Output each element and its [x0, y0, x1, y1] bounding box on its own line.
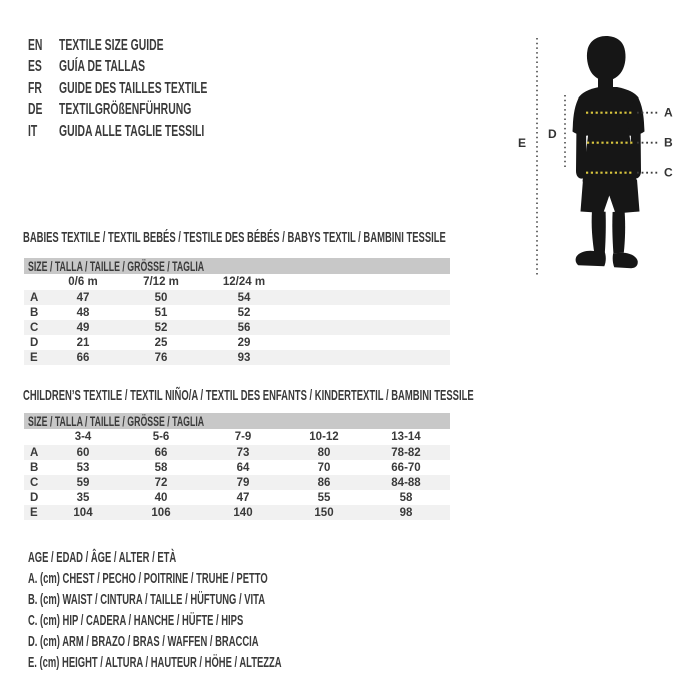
lang-code-fr: FR: [28, 79, 42, 97]
babies-row-c: C 49 52 56: [24, 320, 450, 335]
silhouette-left-leg: [591, 210, 606, 254]
children-col-7-9: 7-9: [234, 431, 252, 443]
lang-row-en: EN TEXTILE SIZE GUIDE: [28, 35, 287, 57]
children-row-e: E 104 106 140 150 98: [24, 505, 450, 520]
figure-label-b: B: [664, 136, 673, 150]
measurement-legend: AGE / EDAD / ÂGE / ALTER / ETÀ A. (cm) C…: [28, 547, 418, 673]
silhouette-left-arm: [576, 123, 587, 179]
babies-column-header-row: 0/6 m 7/12 m 12/24 m: [24, 274, 450, 290]
children-row-c: C 59 72 79 86 84-88: [24, 475, 450, 490]
children-row-a: A 60 66 73 80 78-82: [24, 445, 450, 460]
legend-height: E. (cm) HEIGHT / ALTURA / HAUTEUR / HÖHE…: [28, 654, 282, 671]
babies-row-a: A 47 50 54: [24, 290, 450, 305]
figure-label-a: A: [664, 106, 673, 120]
chest-line-a: A: [586, 106, 673, 120]
lang-row-fr: FR GUIDE DES TAILLES TEXTILE: [28, 78, 287, 100]
legend-waist: B. (cm) WAIST / CINTURA / TAILLE / HÜFTU…: [28, 591, 266, 608]
height-line-e: E: [518, 38, 538, 277]
babies-row-e: E 66 76 93: [24, 350, 450, 365]
lang-label-it: GUIDA ALLE TAGLIE TESSILI: [59, 122, 205, 140]
babies-col-7-12m: 7/12 m: [143, 276, 179, 288]
lang-label-en: TEXTILE SIZE GUIDE: [59, 36, 164, 54]
silhouette-torso: [582, 119, 637, 182]
children-col-10-12: 10-12: [309, 431, 339, 443]
children-col-5-6: 5-6: [152, 431, 170, 443]
legend-hip: C. (cm) HIP / CADERA / HANCHE / HÜFTE / …: [28, 612, 244, 629]
silhouette-right-shoe: [612, 252, 638, 269]
silhouette-shorts: [580, 179, 640, 214]
lang-code-de: DE: [28, 101, 43, 119]
figure-label-e: E: [518, 136, 526, 150]
lang-code-en: EN: [28, 36, 43, 54]
children-column-header-row: 3-4 5-6 7-9 10-12 13-14: [24, 429, 450, 445]
silhouette-right-leg: [612, 211, 626, 254]
hip-line-c: C: [586, 166, 673, 180]
babies-row-d: D 21 25 29: [30, 336, 251, 349]
silhouette-right-arm: [630, 123, 641, 179]
figure-label-d: D: [548, 127, 557, 141]
language-list: EN TEXTILE SIZE GUIDE ES GUÍA DE TALLAS …: [28, 35, 287, 143]
silhouette-head: [586, 36, 626, 81]
lang-code-it: IT: [28, 122, 38, 140]
children-col-3-4: 3-4: [74, 431, 92, 443]
lang-label-de: TEXTILGRÖßENFÜHRUNG: [59, 101, 192, 119]
legend-arm: D. (cm) ARM / BRAZO / BRAS / WAFFEN / BR…: [28, 633, 259, 650]
children-col-13-14: 13-14: [391, 431, 421, 443]
lang-code-es: ES: [28, 58, 42, 76]
lang-label-es: GUÍA DE TALLAS: [59, 58, 146, 76]
babies-size-header-text: SIZE / TALLA / TAILLE / GRÖSSE / TAGLIA: [28, 259, 205, 274]
children-row-d: D 35 40 47 55 58: [30, 491, 413, 504]
legend-chest: A. (cm) CHEST / PECHO / POITRINE / TRUHE…: [28, 570, 268, 587]
child-silhouette-figure: E D A B: [518, 36, 673, 277]
silhouette-neck: [598, 70, 613, 90]
lang-label-fr: GUIDE DES TAILLES TEXTILE: [59, 79, 208, 97]
silhouette-left-shoe: [575, 250, 606, 267]
lang-row-it: IT GUIDA ALLE TAGLIE TESSILI: [28, 121, 287, 143]
babies-table-title: BABIES TEXTILE / TEXTIL BEBÉS / TESTILE …: [23, 229, 446, 246]
children-row-b: B 53 58 64 70 66-70: [30, 461, 421, 474]
children-size-header-bar: SIZE / TALLA / TAILLE / GRÖSSE / TAGLIA: [24, 413, 450, 429]
legend-age: AGE / EDAD / ÂGE / ALTER / ETÀ: [28, 549, 177, 566]
children-table-title: CHILDREN’S TEXTILE / TEXTIL NIÑO/A / TEX…: [23, 387, 474, 404]
lang-row-de: DE TEXTILGRÖßENFÜHRUNG: [28, 100, 287, 122]
babies-col-0-6m: 0/6 m: [68, 276, 98, 288]
babies-row-b: B 48 51 52: [30, 306, 251, 319]
figure-label-c: C: [664, 166, 673, 180]
waist-line-b: B: [587, 136, 673, 150]
lang-row-es: ES GUÍA DE TALLAS: [28, 57, 287, 79]
arm-line-d: D: [548, 95, 566, 170]
babies-col-12-24m: 12/24 m: [222, 276, 266, 288]
children-size-header-text: SIZE / TALLA / TAILLE / GRÖSSE / TAGLIA: [28, 414, 205, 429]
babies-size-header-bar: SIZE / TALLA / TAILLE / GRÖSSE / TAGLIA: [24, 258, 450, 274]
